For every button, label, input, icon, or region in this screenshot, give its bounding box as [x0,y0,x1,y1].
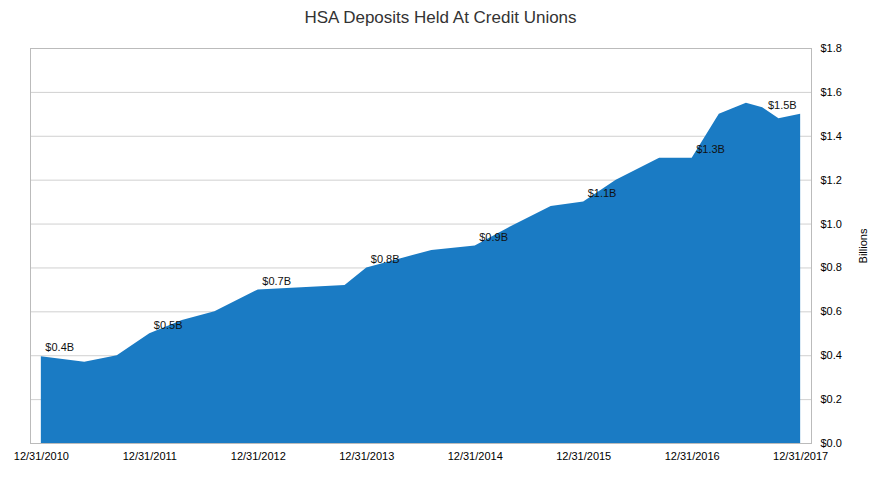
svg-text:12/31/2017: 12/31/2017 [773,450,828,462]
svg-text:$1.1B: $1.1B [588,187,617,199]
svg-text:$1.5B: $1.5B [768,99,797,111]
svg-text:$1.3B: $1.3B [696,143,725,155]
svg-text:$1.2: $1.2 [821,174,842,186]
svg-text:12/31/2016: 12/31/2016 [665,450,720,462]
svg-text:$0.6: $0.6 [821,305,842,317]
svg-text:$0.0: $0.0 [821,437,842,449]
svg-text:$1.4: $1.4 [821,130,842,142]
svg-text:12/31/2011: 12/31/2011 [123,450,177,462]
svg-text:$0.2: $0.2 [821,393,842,405]
html-text:HSA Deposits Held At Credit Un: HSA Deposits Held At Credit Unions [304,8,577,27]
svg-text:$1.8: $1.8 [821,42,842,54]
svg-text:$0.8B: $0.8B [371,253,400,265]
svg-text:12/31/2010: 12/31/2010 [14,450,69,462]
svg-text:12/31/2012: 12/31/2012 [231,450,286,462]
svg-text:$1.0: $1.0 [821,218,842,230]
svg-text:$0.4B: $0.4B [45,341,74,353]
svg-text:$0.5B: $0.5B [154,319,183,331]
svg-text:12/31/2013: 12/31/2013 [339,450,394,462]
svg-text:12/31/2015: 12/31/2015 [556,450,611,462]
svg-text:$1.6: $1.6 [821,86,842,98]
svg-text:12/31/2014: 12/31/2014 [448,450,503,462]
svg-text:$0.9B: $0.9B [479,231,508,243]
svg-text:$0.4: $0.4 [821,349,842,361]
svg-text:$0.8: $0.8 [821,261,842,273]
svg-text:Billions: Billions [857,228,869,263]
svg-text:$0.7B: $0.7B [262,275,291,287]
